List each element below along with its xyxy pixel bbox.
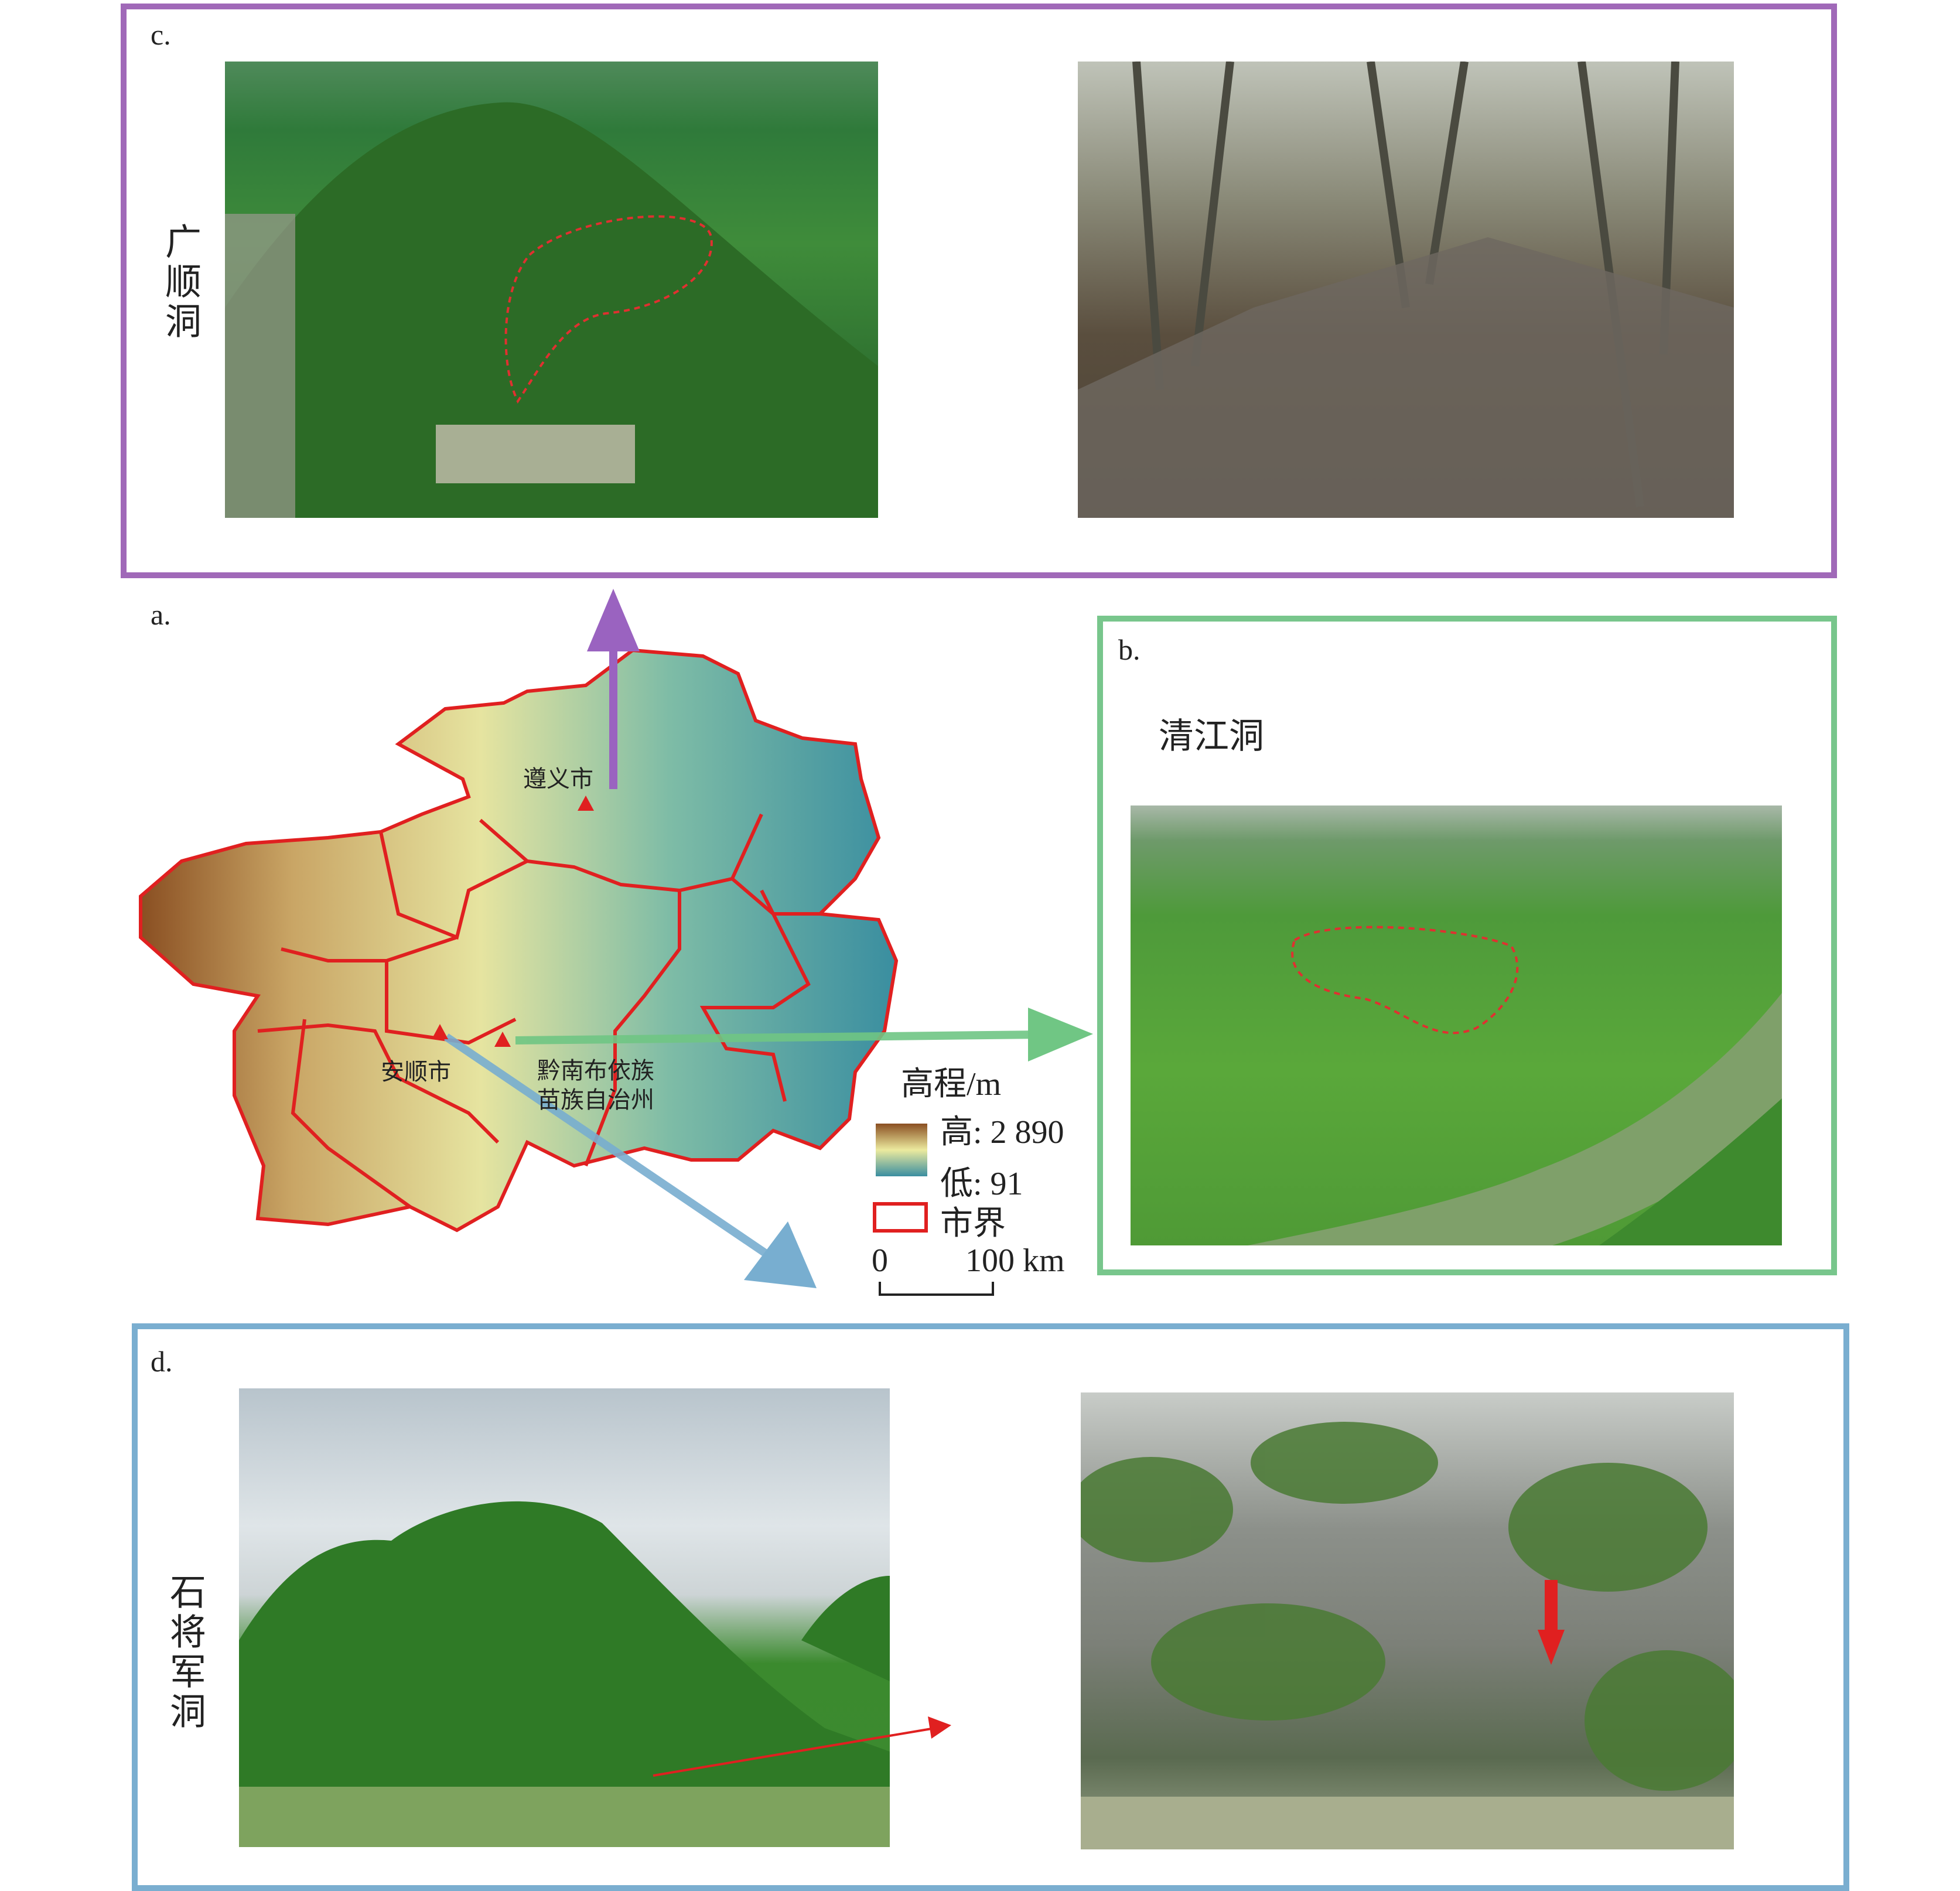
panel-a-label: a. <box>151 598 171 631</box>
cave-marker-shijiangjun <box>432 1024 448 1039</box>
cave-marker-guangshun <box>578 796 594 811</box>
legend-boundary-swatch <box>873 1202 928 1233</box>
arrow-to-panel-b <box>515 1030 1043 1045</box>
city-label-qiannan-line2: 苗族自治州 <box>537 1087 654 1114</box>
photo-guangshun-forest <box>1078 62 1734 518</box>
site-name-shijiangjun: 石将军洞 <box>163 1573 206 1732</box>
photo-guangshun-forest-art <box>1078 62 1734 518</box>
panel-d <box>132 1323 1849 1891</box>
photo-shijiangjun-cliff-art <box>1081 1422 1734 1849</box>
panel-c <box>121 4 1837 578</box>
city-boundaries <box>257 813 820 1209</box>
arrow-to-panel-b-head <box>1028 1008 1093 1061</box>
arrow-to-panel-c-head <box>587 589 640 651</box>
cave-pointer-arrow-shaft <box>1545 1580 1558 1633</box>
arrow-to-panel-d-head <box>744 1221 817 1288</box>
legend-elevation-ramp <box>876 1124 927 1176</box>
legend-title: 高程/m <box>901 1066 1002 1102</box>
photo-shijiangjun-cliff <box>1081 1392 1734 1849</box>
guizhou-province-shape <box>139 648 899 1233</box>
scale-start: 0 <box>872 1243 888 1279</box>
legend-high: 高: 2 890 <box>940 1114 1064 1151</box>
legend-boundary: 市界 <box>940 1206 1006 1242</box>
site-name-guangshun: 广顺洞 <box>159 223 202 342</box>
scale-end: 100 km <box>965 1243 1065 1279</box>
photo-shijiangjun-hill <box>239 1388 890 1847</box>
panel-b-label: b. <box>1118 633 1141 666</box>
cave-pointer-arrow-head <box>1538 1630 1565 1665</box>
photo-guangshun-aerial <box>225 62 878 518</box>
site-name-qingjiang: 清江洞 <box>1159 716 1264 757</box>
photo-qingjiang-aerial-art <box>1248 926 1782 1245</box>
photo-shijiangjun-hill-art <box>239 1501 890 1847</box>
panel-d-label: d. <box>151 1345 173 1378</box>
photo-qingjiang-aerial <box>1131 805 1782 1245</box>
photo-guangshun-aerial-art <box>225 102 878 518</box>
city-label-qiannan-line1: 黔南布依族 <box>537 1057 654 1084</box>
panel-c-label: c. <box>151 18 171 51</box>
scale-bar <box>879 1282 994 1296</box>
arrow-to-panel-d <box>444 1033 781 1266</box>
city-label-zunyi: 遵义市 <box>523 766 593 793</box>
city-label-anshun: 安顺市 <box>381 1059 451 1086</box>
legend-low: 低: 91 <box>940 1166 1023 1202</box>
panel-b <box>1097 616 1837 1275</box>
cave-marker-qingjiang <box>494 1032 511 1047</box>
